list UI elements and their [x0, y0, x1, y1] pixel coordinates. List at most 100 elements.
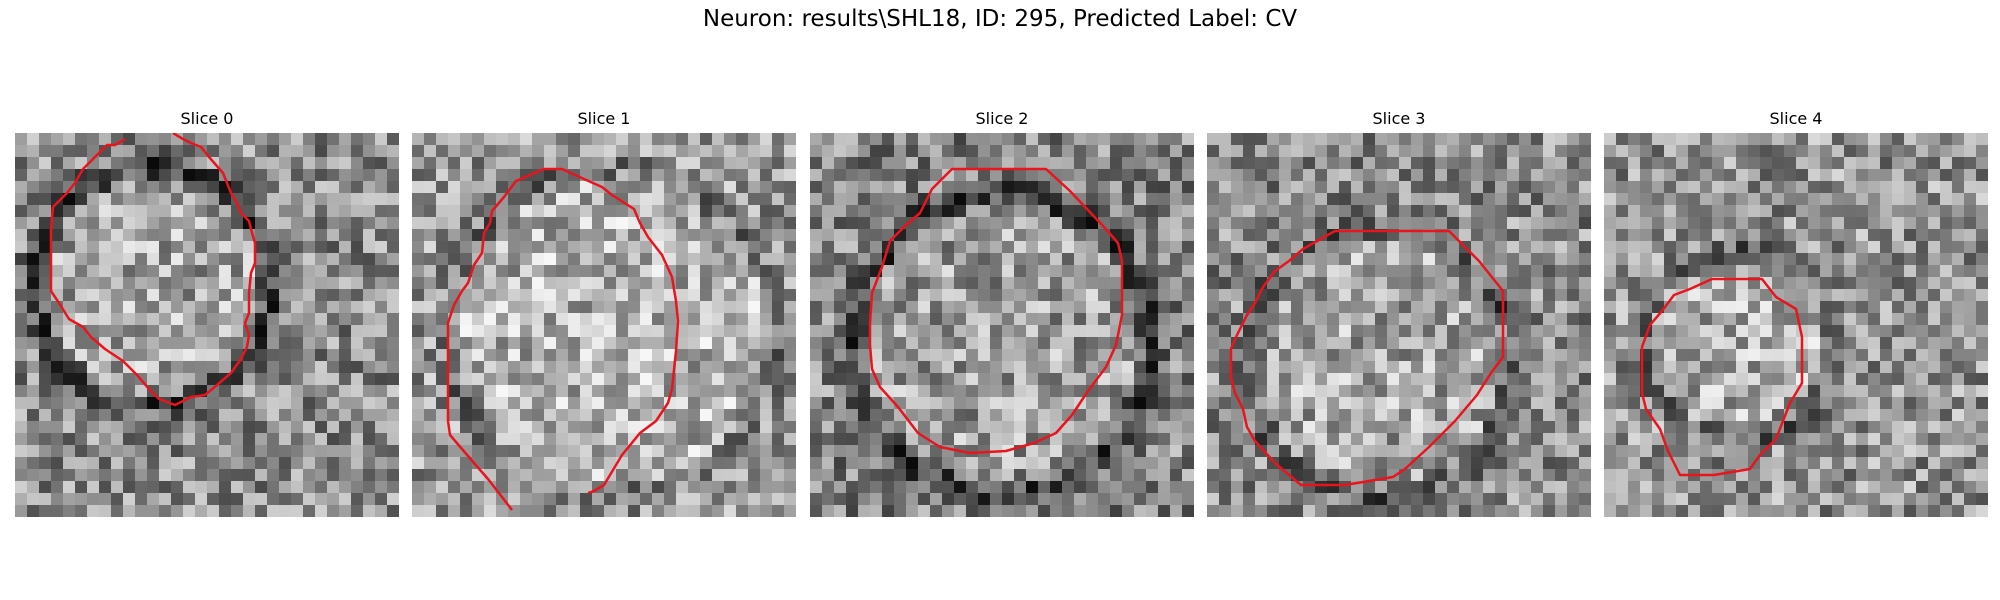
- pixel-cell: [351, 181, 364, 194]
- pixel-cell: [966, 313, 979, 326]
- pixel-cell: [412, 505, 425, 517]
- pixel-cell: [1880, 289, 1893, 302]
- pixel-cell: [1507, 289, 1520, 302]
- pixel-cell: [1892, 409, 1905, 422]
- pixel-cell: [1844, 301, 1857, 314]
- pixel-cell: [424, 277, 437, 290]
- pixel-cell: [1447, 505, 1460, 517]
- pixel-cell: [520, 373, 533, 386]
- pixel-cell: [784, 505, 796, 517]
- pixel-cell: [183, 361, 196, 374]
- pixel-cell: [1219, 349, 1232, 362]
- pixel-cell: [1170, 289, 1183, 302]
- pixel-cell: [75, 133, 88, 146]
- pixel-cell: [99, 445, 112, 458]
- pixel-cell: [640, 301, 653, 314]
- pixel-cell: [1399, 349, 1412, 362]
- pixel-cell: [1483, 337, 1496, 350]
- pixel-cell: [1411, 445, 1424, 458]
- pixel-cell: [1351, 253, 1364, 266]
- pixel-cell: [1110, 289, 1123, 302]
- pixel-cell: [688, 349, 701, 362]
- pixel-cell: [1928, 385, 1941, 398]
- pixel-cell: [1074, 157, 1087, 170]
- pixel-cell: [484, 169, 497, 182]
- pixel-cell: [1928, 313, 1941, 326]
- pixel-cell: [1507, 313, 1520, 326]
- pixel-cell: [1952, 277, 1965, 290]
- pixel-cell: [1736, 433, 1749, 446]
- pixel-cell: [291, 181, 304, 194]
- pixel-cell: [688, 133, 701, 146]
- pixel-cell: [894, 157, 907, 170]
- pixel-cell: [556, 193, 569, 206]
- pixel-cell: [760, 409, 773, 422]
- pixel-cell: [604, 409, 617, 422]
- pixel-cell: [1616, 193, 1629, 206]
- pixel-cell: [39, 361, 52, 374]
- pixel-cell: [472, 169, 485, 182]
- pixel-cell: [1760, 325, 1773, 338]
- pixel-cell: [1231, 253, 1244, 266]
- pixel-cell: [748, 493, 761, 506]
- pixel-cell: [1110, 433, 1123, 446]
- pixel-cell: [508, 493, 521, 506]
- pixel-cell: [63, 277, 76, 290]
- pixel-cell: [291, 505, 304, 517]
- pixel-cell: [1182, 385, 1194, 398]
- pixel-cell: [954, 505, 967, 517]
- pixel-cell: [1134, 265, 1147, 278]
- pixel-cell: [255, 505, 268, 517]
- pixel-cell: [1363, 505, 1376, 517]
- pixel-cell: [1038, 169, 1051, 182]
- pixel-cell: [1567, 157, 1580, 170]
- pixel-cell: [532, 325, 545, 338]
- pixel-cell: [822, 217, 835, 230]
- pixel-cell: [1531, 505, 1544, 517]
- pixel-cell: [1567, 469, 1580, 482]
- pixel-cell: [676, 433, 689, 446]
- pixel-cell: [1002, 409, 1015, 422]
- pixel-cell: [1375, 445, 1388, 458]
- pixel-cell: [255, 349, 268, 362]
- pixel-cell: [255, 145, 268, 158]
- pixel-cell: [351, 373, 364, 386]
- pixel-cell: [1976, 445, 1988, 458]
- pixel-cell: [1014, 217, 1027, 230]
- pixel-cell: [15, 397, 28, 410]
- pixel-cell: [1243, 205, 1256, 218]
- pixel-cell: [1916, 433, 1929, 446]
- pixel-cell: [460, 133, 473, 146]
- pixel-cell: [1567, 457, 1580, 470]
- pixel-cell: [1038, 337, 1051, 350]
- pixel-cell: [1411, 397, 1424, 410]
- pixel-cell: [327, 145, 340, 158]
- pixel-cell: [834, 193, 847, 206]
- pixel-cell: [1182, 361, 1194, 374]
- pixel-cell: [1616, 433, 1629, 446]
- pixel-cell: [279, 337, 292, 350]
- pixel-cell: [1315, 457, 1328, 470]
- pixel-cell: [556, 181, 569, 194]
- pixel-cell: [1519, 505, 1532, 517]
- pixel-cell: [315, 445, 328, 458]
- pixel-cell: [1555, 505, 1568, 517]
- pixel-cell: [834, 361, 847, 374]
- pixel-cell: [460, 325, 473, 338]
- pixel-cell: [1303, 145, 1316, 158]
- pixel-cell: [906, 301, 919, 314]
- pixel-cell: [448, 133, 461, 146]
- pixel-cell: [171, 157, 184, 170]
- pixel-cell: [942, 373, 955, 386]
- pixel-cell: [291, 397, 304, 410]
- pixel-cell: [1579, 145, 1591, 158]
- pixel-cell: [387, 193, 399, 206]
- pixel-cell: [327, 361, 340, 374]
- pixel-cell: [1110, 505, 1123, 517]
- pixel-cell: [436, 229, 449, 242]
- pixel-cell: [1736, 349, 1749, 362]
- pixel-cell: [712, 481, 725, 494]
- pixel-cell: [195, 145, 208, 158]
- pixel-cell: [990, 193, 1003, 206]
- pixel-cell: [616, 241, 629, 254]
